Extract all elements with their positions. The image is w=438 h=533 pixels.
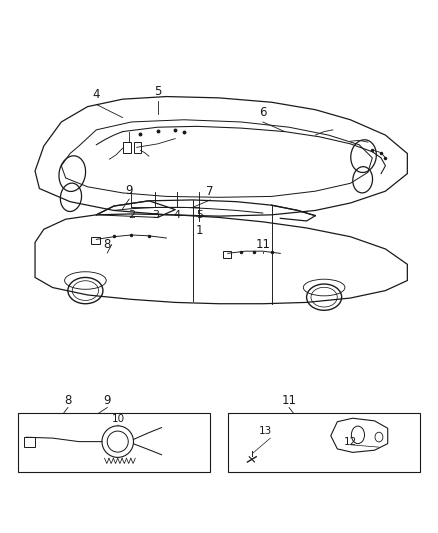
Text: 9: 9 [125,184,133,197]
Bar [223,251,231,258]
Bar [134,142,141,152]
Text: 4: 4 [174,211,181,221]
Text: 12: 12 [344,437,357,447]
Text: 5: 5 [196,211,203,221]
Text: 13: 13 [258,426,272,437]
Text: 1: 1 [195,224,203,238]
Text: 11: 11 [282,394,297,407]
Text: 5: 5 [154,85,161,98]
Bar [123,142,131,152]
Text: 8: 8 [104,238,111,251]
Text: 2: 2 [128,211,135,221]
Bar [228,413,420,472]
Text: 9: 9 [103,394,111,407]
Text: 6: 6 [259,106,267,119]
Text: 7: 7 [206,185,214,198]
Bar [24,437,35,447]
Text: 8: 8 [64,394,71,407]
Bar [18,413,210,472]
Bar [91,237,100,244]
Text: 11: 11 [255,238,270,251]
Text: 4: 4 [92,88,100,101]
Text: 10: 10 [112,414,125,424]
Text: 3: 3 [152,211,159,221]
